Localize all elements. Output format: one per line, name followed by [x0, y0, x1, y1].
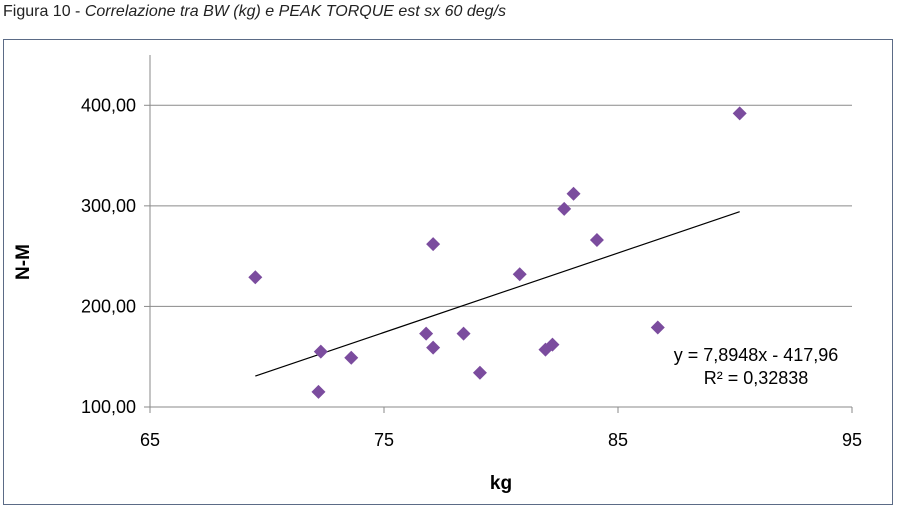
data-point — [589, 233, 604, 248]
trendline — [255, 211, 740, 377]
x-tick-label: 75 — [374, 430, 394, 450]
trendline-equation: y = 7,8948x - 417,96 — [674, 345, 839, 365]
data-point — [472, 365, 487, 380]
y-tick-label: 400,00 — [81, 95, 136, 115]
data-point — [566, 186, 581, 201]
data-point — [456, 326, 471, 341]
data-point — [419, 326, 434, 341]
tick-labels: 100,00 200,00 300,00 400,00 65 75 85 95 — [81, 95, 862, 450]
data-point — [248, 270, 263, 285]
axes — [144, 55, 853, 413]
data-point — [557, 201, 572, 216]
caption-title: Correlazione tra BW (kg) e PEAK TORQUE e… — [84, 3, 506, 20]
y-tick-label: 200,00 — [81, 296, 136, 316]
data-points — [248, 106, 747, 399]
data-point — [426, 340, 441, 355]
caption-prefix: Figura 10 - — [3, 3, 85, 20]
y-tick-label: 300,00 — [81, 196, 136, 216]
trendline-r-squared: R² = 0,32838 — [704, 368, 809, 388]
data-point — [313, 344, 328, 359]
x-axis-title: kg — [490, 473, 512, 494]
data-point — [650, 320, 665, 335]
x-tick-label: 65 — [140, 430, 160, 450]
y-axis-title: N-M — [13, 244, 34, 280]
x-tick-label: 95 — [842, 430, 862, 450]
data-point — [311, 384, 326, 399]
trendline-group — [255, 211, 740, 377]
gridlines — [150, 104, 852, 307]
data-point — [545, 337, 560, 352]
chart-frame — [3, 39, 893, 505]
data-point — [426, 237, 441, 252]
data-point — [344, 350, 359, 365]
data-point — [732, 106, 747, 121]
y-tick-label: 100,00 — [81, 397, 136, 417]
x-tick-label: 85 — [608, 430, 628, 450]
data-point — [512, 267, 527, 282]
figure-caption: Figura 10 - Correlazione tra BW (kg) e P… — [3, 3, 506, 21]
